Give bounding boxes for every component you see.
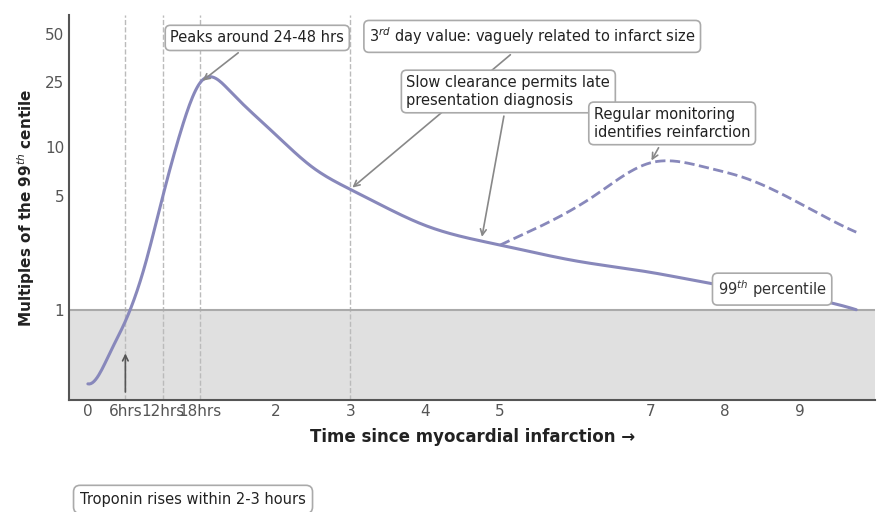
Text: Slow clearance permits late
presentation diagnosis: Slow clearance permits late presentation… [407,75,611,235]
Text: Peaks around 24-48 hrs: Peaks around 24-48 hrs [170,30,344,79]
X-axis label: Time since myocardial infarction →: Time since myocardial infarction → [310,428,635,446]
Text: 99$^{th}$ percentile: 99$^{th}$ percentile [717,279,827,300]
Text: 3$^{rd}$ day value: vaguely related to infarct size: 3$^{rd}$ day value: vaguely related to i… [354,26,695,186]
Bar [69,310,875,399]
Text: Troponin rises within 2-3 hours: Troponin rises within 2-3 hours [80,492,306,507]
Y-axis label: Multiples of the 99$^{th}$ centile: Multiples of the 99$^{th}$ centile [15,88,36,327]
Text: Regular monitoring
identifies reinfarction: Regular monitoring identifies reinfarcti… [594,107,750,159]
